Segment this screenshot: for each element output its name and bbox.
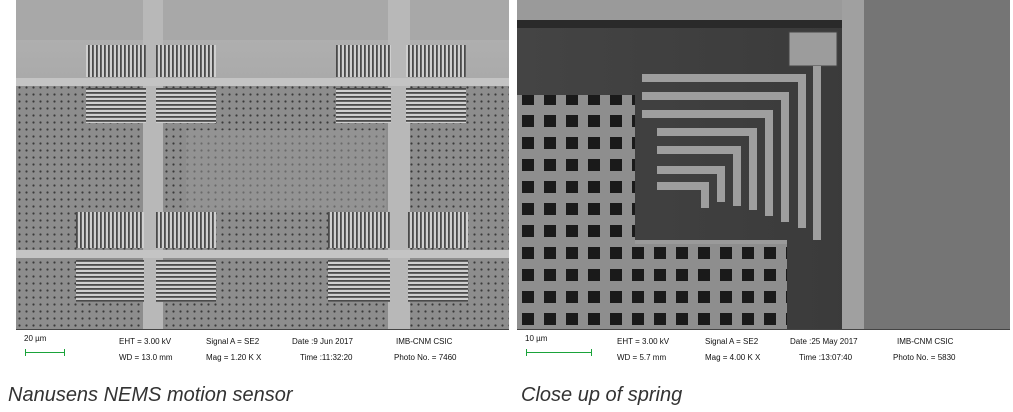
sem-databar-right: 10 µm EHT = 3.00 kV WD = 5.7 mm Signal A… <box>517 329 1010 372</box>
spring-closeup-micrograph <box>517 0 1010 330</box>
scale-bar <box>526 349 592 356</box>
spring-block-top-left <box>86 45 216 123</box>
sem-image-left: 20 µm EHT = 3.00 kV WD = 13.0 mm Signal … <box>16 0 509 372</box>
scale-label: 10 µm <box>525 334 548 343</box>
spring-block-bottom-left <box>76 212 216 302</box>
date-value: Date :25 May 2017 <box>790 337 858 346</box>
mag-value: Mag = 1.20 K X <box>206 353 262 362</box>
signal-value: Signal A = SE2 <box>206 337 260 346</box>
wd-value: WD = 13.0 mm <box>119 353 173 362</box>
signal-value: Signal A = SE2 <box>705 337 759 346</box>
caption-right: Close up of spring <box>521 384 683 406</box>
caption-left: Nanusens NEMS motion sensor <box>8 384 293 406</box>
spring-meander <box>642 66 821 240</box>
time-value: Time :13:07:40 <box>799 353 853 362</box>
nems-sensor-micrograph <box>16 0 509 330</box>
eht-value: EHT = 3.00 kV <box>119 337 172 346</box>
spring-block-bottom-right <box>328 212 468 302</box>
mag-value: Mag = 4.00 K X <box>705 353 761 362</box>
scale-bar <box>25 349 65 356</box>
sem-image-right: 10 µm EHT = 3.00 kV WD = 5.7 mm Signal A… <box>517 0 1010 372</box>
photo-number: Photo No. = 7460 <box>394 353 457 362</box>
scale-label: 20 µm <box>24 334 47 343</box>
institution-label: IMB-CNM CSIC <box>897 337 954 346</box>
institution-label: IMB-CNM CSIC <box>396 337 453 346</box>
wd-value: WD = 5.7 mm <box>617 353 667 362</box>
sem-databar-left: 20 µm EHT = 3.00 kV WD = 13.0 mm Signal … <box>16 329 509 372</box>
eht-value: EHT = 3.00 kV <box>617 337 670 346</box>
spring-block-top-right <box>336 45 466 123</box>
photo-number: Photo No. = 5830 <box>893 353 956 362</box>
date-value: Date :9 Jun 2017 <box>292 337 353 346</box>
time-value: Time :11:32:20 <box>300 353 353 362</box>
